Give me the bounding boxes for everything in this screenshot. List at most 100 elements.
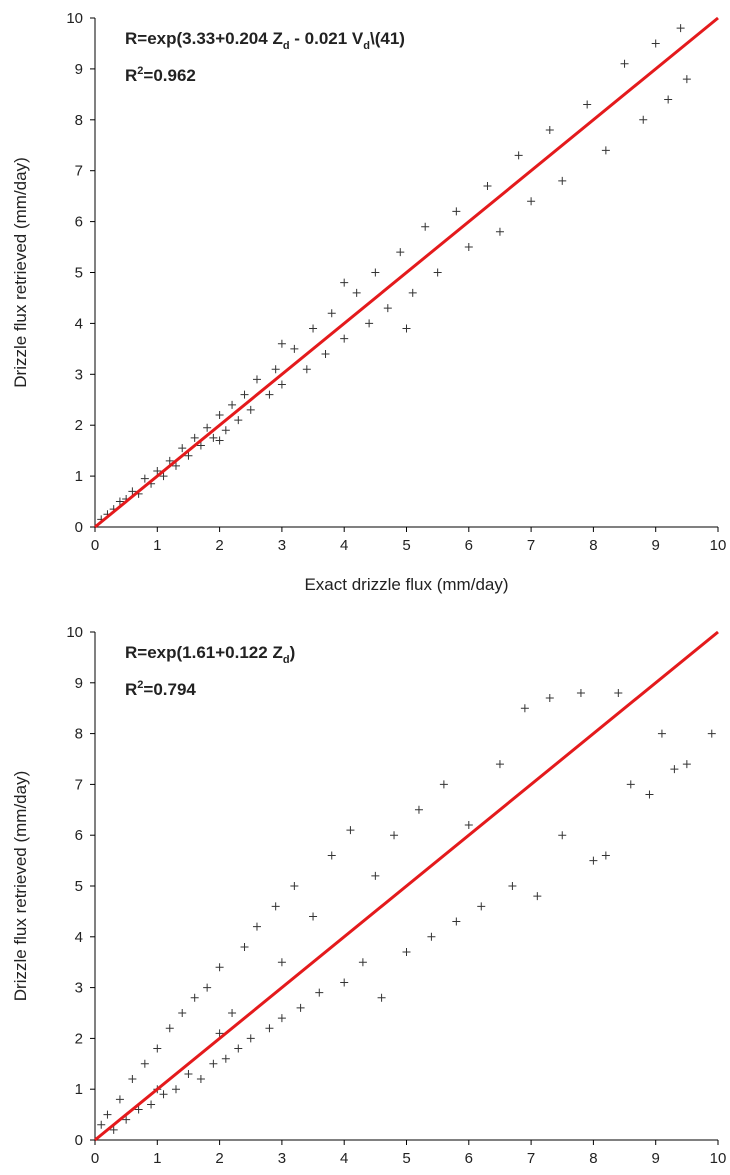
- y-tick-label: 4: [75, 929, 83, 946]
- scatter-point: [228, 1009, 237, 1017]
- scatter-point: [196, 1075, 205, 1084]
- scatter-point: [365, 319, 374, 328]
- x-tick-label: 1: [153, 1150, 161, 1167]
- x-tick-label: 4: [340, 1150, 348, 1167]
- scatter-point: [252, 922, 261, 931]
- scatter-point: [277, 1014, 286, 1023]
- x-tick-label: 6: [465, 1150, 473, 1167]
- y-tick-label: 1: [75, 1081, 83, 1098]
- scatter-point: [153, 1044, 162, 1053]
- x-tick-label: 8: [589, 1150, 597, 1167]
- y-tick-label: 5: [75, 265, 83, 282]
- scatter-point: [165, 1024, 174, 1033]
- scatter-point: [427, 932, 436, 941]
- scatter-point: [321, 349, 330, 358]
- y-tick-label: 3: [75, 980, 83, 997]
- subscript: d: [283, 654, 290, 666]
- scatter-point: [290, 344, 299, 353]
- scatter-point: [97, 1120, 106, 1129]
- scatter-point: [277, 958, 286, 967]
- x-axis-label: Exact drizzle flux (mm/day): [304, 575, 508, 594]
- x-tick-label: 7: [527, 1150, 535, 1167]
- scatter-point: [315, 988, 324, 997]
- x-tick-label: 9: [652, 1150, 660, 1167]
- scatter-point: [576, 688, 585, 697]
- scatter-point: [128, 487, 137, 496]
- scatter-point: [134, 1105, 143, 1114]
- scatter-point: [383, 304, 392, 313]
- x-tick-label: 3: [278, 537, 286, 554]
- scatter-point: [340, 978, 349, 987]
- y-tick-label: 2: [75, 417, 83, 434]
- x-tick-label: 5: [402, 537, 410, 554]
- scatter-point: [657, 729, 666, 738]
- y-axis-label: Drizzle flux retrieved (mm/day): [11, 157, 30, 388]
- equation-part: - 0.021 V: [290, 29, 364, 48]
- scatter-point: [408, 288, 417, 297]
- scatter-point: [558, 176, 567, 185]
- equation: R=exp(1.61+0.122 Zd): [125, 643, 295, 666]
- scatter-point: [651, 39, 660, 48]
- scatter-point: [153, 467, 162, 476]
- scatter-point: [265, 1024, 274, 1033]
- scatter-point: [527, 197, 536, 206]
- x-tick-label: 0: [91, 537, 99, 554]
- y-tick-label: 0: [75, 1132, 83, 1149]
- fit-part: R: [125, 680, 137, 699]
- scatter-point: [103, 1110, 112, 1119]
- scatter-point: [240, 942, 249, 951]
- scatter-point: [178, 444, 187, 453]
- y-tick-label: 0: [75, 519, 83, 536]
- fit-part: R: [125, 66, 137, 85]
- scatter-point: [184, 451, 193, 460]
- scatter-point: [109, 1125, 118, 1134]
- scatter-point: [707, 729, 716, 738]
- scatter-point: [309, 912, 318, 921]
- scatter-point: [545, 125, 554, 134]
- fit-part: =0.794: [143, 680, 196, 699]
- scatter-point: [234, 1044, 243, 1053]
- scatter-point: [252, 375, 261, 384]
- scatter-point: [215, 436, 224, 445]
- scatter-point: [452, 917, 461, 926]
- scatter-point: [115, 497, 124, 506]
- scatter-point: [290, 882, 299, 890]
- x-tick-label: 0: [91, 1150, 99, 1167]
- scatter-point: [184, 1069, 193, 1078]
- reference-line: [94, 16, 719, 529]
- equation-part: ): [290, 643, 296, 662]
- scatter-point: [390, 831, 399, 840]
- scatter-point: [209, 433, 218, 442]
- scatter-point: [147, 1100, 156, 1109]
- scatter-point: [190, 433, 199, 442]
- scatter-point: [583, 100, 592, 109]
- y-tick-label: 7: [75, 776, 83, 793]
- y-tick-label: 9: [75, 675, 83, 692]
- scatter-point: [402, 948, 411, 957]
- x-tick-label: 10: [710, 537, 727, 554]
- x-tick-label: 4: [340, 537, 348, 554]
- scatter-point: [508, 882, 517, 890]
- y-tick-label: 2: [75, 1030, 83, 1047]
- y-tick-label: 9: [75, 61, 83, 78]
- scatter-point: [371, 871, 380, 880]
- y-tick-label: 6: [75, 827, 83, 844]
- scatter-point: [371, 268, 380, 277]
- scatter-point: [115, 1095, 124, 1104]
- y-tick-label: 5: [75, 878, 83, 895]
- subscript: d: [283, 40, 290, 52]
- y-axis-label: Drizzle flux retrieved (mm/day): [11, 771, 30, 1002]
- scatter-point: [614, 688, 623, 697]
- scatter-point: [682, 75, 691, 84]
- scatter-point: [171, 461, 180, 470]
- scatter-point: [178, 1009, 187, 1017]
- scatter-point: [439, 780, 448, 789]
- scatter-point: [396, 248, 405, 257]
- equation-part: \(41): [370, 29, 405, 48]
- scatter-point: [277, 339, 286, 348]
- scatter-point: [545, 694, 554, 703]
- y-tick-label: 1: [75, 468, 83, 485]
- superscript: 2: [137, 65, 143, 77]
- reference-line: [94, 630, 719, 1142]
